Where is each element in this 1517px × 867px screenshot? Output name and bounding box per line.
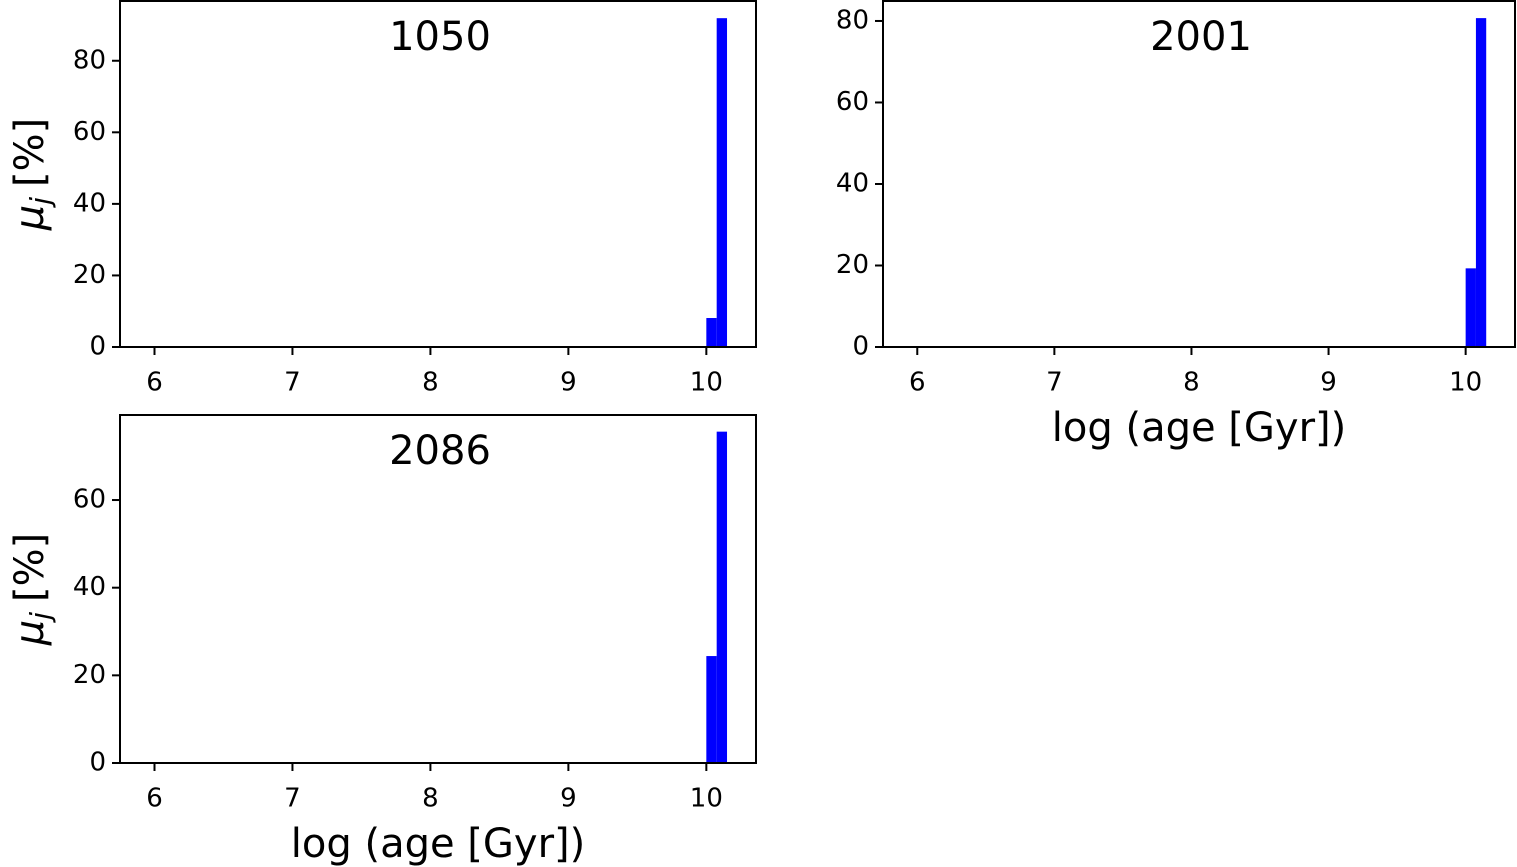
y-label-symbol: μ bbox=[7, 620, 53, 646]
y-label-symbol: μ bbox=[7, 205, 53, 231]
bar bbox=[1475, 18, 1487, 347]
x-tick-label: 7 bbox=[284, 368, 301, 398]
x-tick-label: 6 bbox=[146, 368, 163, 398]
y-tick-label: 80 bbox=[836, 5, 869, 35]
y-tick-label: 40 bbox=[73, 572, 106, 602]
axes-frame bbox=[882, 0, 1516, 348]
y-tick-label: 40 bbox=[836, 168, 869, 198]
y-tick-label: 60 bbox=[73, 117, 106, 147]
y-tick-label: 20 bbox=[836, 250, 869, 280]
y-tick-label: 60 bbox=[73, 485, 106, 515]
y-tick-label: 80 bbox=[73, 45, 106, 75]
x-tick-label: 6 bbox=[909, 368, 926, 398]
x-tick-label: 9 bbox=[560, 368, 577, 398]
bar bbox=[706, 656, 717, 763]
x-tick-label: 10 bbox=[1449, 368, 1482, 398]
x-tick-label: 10 bbox=[690, 368, 723, 398]
axes-frame bbox=[119, 414, 757, 764]
x-tick-label: 8 bbox=[422, 368, 439, 398]
x-tick-label: 7 bbox=[284, 784, 301, 814]
subplot: 6 7 8 9 10 0 20 40 60 80 2001 log (age [Gyr]) bbox=[836, 0, 1516, 451]
x-tick-label: 7 bbox=[1046, 368, 1063, 398]
x-tick-label: 9 bbox=[560, 784, 577, 814]
bar bbox=[716, 18, 728, 347]
y-tick-label: 0 bbox=[89, 332, 106, 362]
y-tick-label: 20 bbox=[73, 260, 106, 290]
x-tick-label: 9 bbox=[1320, 368, 1337, 398]
subplot: 6 7 8 9 10 0 20 40 60 2086 log (age [Gyr]) μj[%] bbox=[7, 414, 757, 867]
x-tick-label: 10 bbox=[690, 784, 723, 814]
y-tick-label: 0 bbox=[89, 748, 106, 778]
y-axis-label: μj[%] bbox=[7, 533, 57, 646]
subplot-title: 2086 bbox=[389, 428, 491, 474]
y-label-unit: [%] bbox=[7, 533, 53, 602]
x-tick-label: 8 bbox=[1183, 368, 1200, 398]
y-axis-label: μj[%] bbox=[7, 118, 57, 231]
axes-frame bbox=[119, 0, 757, 348]
subplot-title: 2001 bbox=[1150, 14, 1252, 60]
y-label-unit: [%] bbox=[7, 118, 53, 187]
subplot-title: 1050 bbox=[389, 14, 491, 60]
y-tick-label: 40 bbox=[73, 188, 106, 218]
bar bbox=[716, 431, 728, 763]
subplot: 6 7 8 9 10 0 20 40 60 80 1050 μj[%] bbox=[7, 0, 757, 398]
bar bbox=[1465, 268, 1476, 347]
y-tick-label: 20 bbox=[73, 660, 106, 690]
y-tick-label: 60 bbox=[836, 87, 869, 117]
x-tick-label: 6 bbox=[146, 784, 163, 814]
y-tick-label: 0 bbox=[852, 332, 869, 362]
x-axis-label: log (age [Gyr]) bbox=[291, 821, 585, 867]
bar bbox=[706, 318, 717, 347]
x-tick-label: 8 bbox=[422, 784, 439, 814]
x-axis-label: log (age [Gyr]) bbox=[1052, 405, 1346, 451]
